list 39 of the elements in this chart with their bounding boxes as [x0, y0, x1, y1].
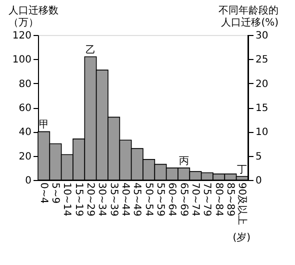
y-tick-label: 0	[25, 176, 32, 186]
y2-tick-label: 25	[256, 54, 268, 66]
annotation: 甲	[38, 120, 49, 131]
x-tick-label: 5~9	[50, 182, 60, 204]
annotation: 丙	[178, 156, 189, 167]
y2-tick-label: 30	[256, 30, 268, 42]
y-tick-label: 60	[18, 103, 32, 114]
x-tick-label: 20~29	[84, 182, 96, 216]
x-tick-label: 55~59	[154, 182, 166, 216]
y2-tick-label: 20	[256, 78, 268, 90]
y-tick-label: 20	[18, 151, 32, 162]
x-tick-label: 80~84	[212, 182, 224, 216]
y-tick-label: 80	[18, 78, 32, 90]
x-tick-label: 40~44	[120, 182, 130, 216]
y2-axis-title: 不同年龄段的人口迁移(%)	[218, 4, 279, 28]
x-tick-label: 0~4	[38, 182, 49, 204]
x-tick-label: 70~74	[190, 182, 200, 216]
y-tick-label: 100	[12, 54, 32, 66]
annotation: 乙	[86, 44, 96, 56]
x-tick-label: 10~14	[61, 182, 72, 216]
annotation: 丁	[237, 164, 248, 176]
x-tick-label: 30~34	[96, 182, 108, 216]
y2-tick-label: 15	[256, 103, 268, 114]
y2-tick-label: 5	[256, 151, 262, 162]
x-tick-label: 60~64	[166, 182, 178, 216]
x-axis-title: (岁)	[232, 232, 251, 244]
x-tick-label: 65~69	[178, 182, 189, 216]
y-axis-title: 人口迁移数（万）	[8, 4, 58, 28]
x-tick-label: 90及以上	[236, 182, 248, 226]
x-tick-label: 35~39	[108, 182, 119, 216]
y-tick-label: 40	[18, 127, 32, 138]
x-tick-label: 50~54	[142, 182, 154, 216]
y-tick-label: 120	[12, 30, 32, 42]
x-tick-label: 15~19	[72, 182, 84, 216]
x-tick-label: 85~89	[224, 182, 236, 216]
x-tick-label: 75~79	[201, 182, 212, 216]
y2-tick-label: 0	[256, 176, 262, 186]
x-tick-label: 45~49	[131, 182, 142, 216]
y2-tick-label: 10	[256, 127, 268, 138]
